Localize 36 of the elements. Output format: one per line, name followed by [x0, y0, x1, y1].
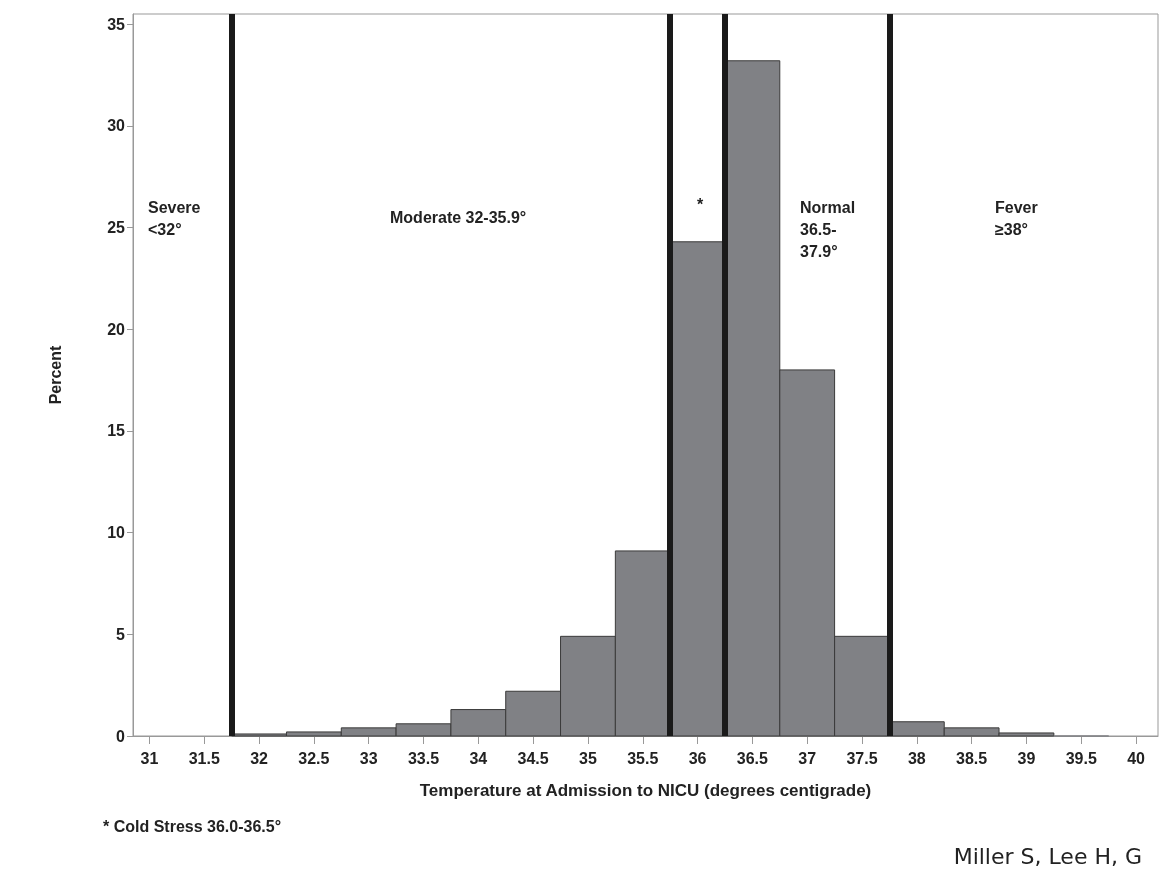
x-tick-label: 35 — [579, 749, 597, 767]
annotation: * — [697, 195, 704, 213]
x-tick-label: 31.5 — [188, 749, 220, 767]
x-tick-label: 33.5 — [407, 749, 440, 767]
text: * Cold Stress 36.0-36.5° — [103, 817, 282, 835]
x-tick-label: 36.5 — [736, 749, 769, 767]
x-tick-label: 32.5 — [298, 749, 330, 767]
x-tick-label: 34.5 — [517, 749, 549, 767]
x-tick-label: 37.5 — [846, 749, 878, 767]
x-tick-label: 37 — [798, 749, 817, 767]
annotation: Normal 36.5- 37.9° — [800, 198, 856, 260]
y-tick-label: 10 — [107, 524, 126, 542]
x-axis-title: Temperature at Admission to NICU (degrees centigrade) — [419, 781, 872, 800]
text: Miller S, Lee H, G — [953, 843, 1143, 869]
y-tick-label: 5 — [116, 625, 126, 643]
y-tick-label: 0 — [116, 727, 126, 745]
y-axis-title: Percent — [46, 344, 64, 405]
x-tick-label: 34 — [469, 749, 488, 767]
y-tick-label: 25 — [107, 219, 126, 237]
x-tick-label: 39 — [1017, 749, 1036, 767]
annotation: Moderate 32-35.9° — [390, 208, 527, 226]
x-tick-label: 38.5 — [956, 749, 988, 767]
y-tick-label: 35 — [107, 15, 126, 33]
annotation: Severe <32° — [148, 198, 201, 238]
x-tick-label: 33 — [359, 749, 378, 767]
y-tick-label: 30 — [107, 117, 126, 135]
y-tick-label: 15 — [107, 422, 126, 440]
x-tick-label: 32 — [250, 749, 269, 767]
x-tick-label: 38 — [907, 749, 926, 767]
x-tick-label: 40 — [1127, 749, 1146, 767]
annotation: Fever ≥38° — [995, 198, 1038, 238]
x-tick-label: 36 — [688, 749, 707, 767]
x-tick-label: 39.5 — [1065, 749, 1097, 767]
x-tick-label: 35.5 — [627, 749, 659, 767]
y-tick-label: 20 — [107, 320, 126, 338]
x-tick-label: 31 — [140, 749, 159, 767]
